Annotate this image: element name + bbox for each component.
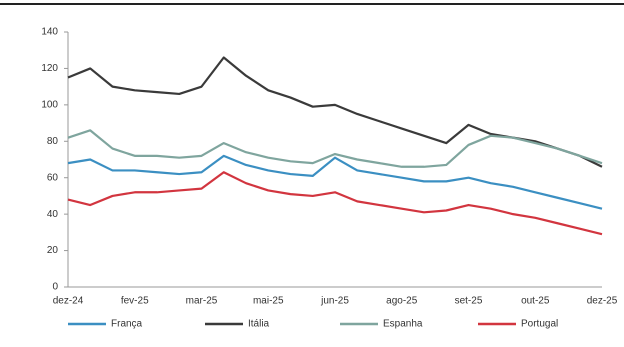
series-line <box>67 154 603 210</box>
legend-label: Espanha <box>383 319 423 330</box>
x-tick-label: mar-25 <box>186 296 218 307</box>
x-tick-label: dez-25 <box>587 296 618 307</box>
x-tick-label: ago-25 <box>386 296 418 307</box>
series-line <box>67 56 603 168</box>
series-line <box>67 171 603 236</box>
x-tick-label: mai-25 <box>253 296 284 307</box>
legend-label: Itália <box>248 319 270 330</box>
y-tick-label: 100 <box>41 99 58 110</box>
series-line <box>67 129 603 168</box>
y-tick-label: 120 <box>41 63 58 74</box>
y-tick-label: 20 <box>47 245 59 256</box>
x-tick-label: out-25 <box>521 296 550 307</box>
y-tick-label: 80 <box>47 136 59 147</box>
x-tick-label: dez-24 <box>53 296 84 307</box>
y-tick-label: 0 <box>52 282 58 293</box>
y-tick-label: 40 <box>47 209 59 220</box>
x-tick-label: fev-25 <box>121 296 149 307</box>
x-tick-label: set-25 <box>455 296 483 307</box>
y-tick-label: 60 <box>47 172 59 183</box>
x-tick-label: jun-25 <box>320 296 349 307</box>
legend-label: Portugal <box>521 319 558 330</box>
y-tick-label: 140 <box>41 27 58 38</box>
legend-label: França <box>111 319 143 330</box>
